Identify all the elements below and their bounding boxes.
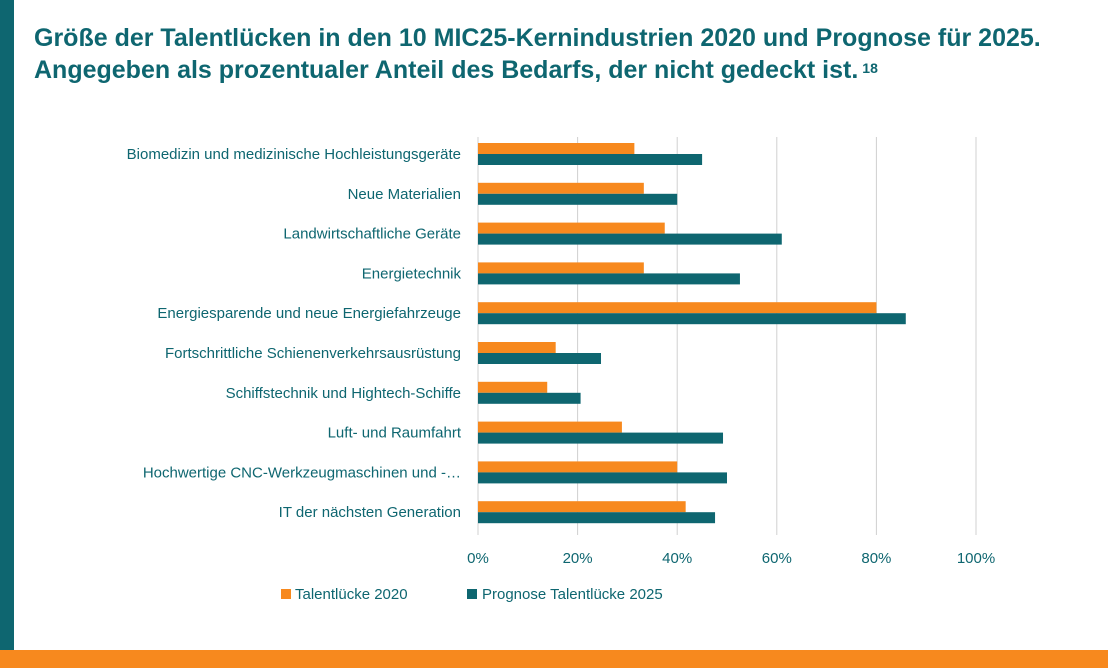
legend-label-0: Talentlücke 2020 (295, 586, 408, 603)
bar-2025-4 (478, 313, 906, 325)
bar-2020-8 (478, 461, 678, 473)
legend-swatch-0 (281, 589, 291, 599)
category-label: Luft- und Raumfahrt (328, 425, 462, 442)
bar-2020-0 (478, 143, 635, 154)
bottom-accent-bar (0, 650, 1108, 668)
category-labels: Biomedizin und medizinische Hochleistung… (127, 146, 462, 521)
category-label: Landwirtschaftliche Geräte (283, 226, 461, 243)
bar-2020-2 (478, 222, 665, 234)
bar-2025-5 (478, 353, 602, 364)
legend-label-1: Prognose Talentlücke 2025 (482, 586, 663, 603)
left-accent-bar (0, 0, 14, 650)
bar-2020-9 (478, 501, 686, 513)
bar-2025-1 (478, 193, 678, 205)
category-label: Biomedizin und medizinische Hochleistung… (127, 146, 461, 163)
category-label: IT der nächsten Generation (279, 504, 461, 521)
bar-2020-4 (478, 302, 877, 314)
chart-title-text: Größe der Talentlücken in den 10 MIC25-K… (34, 24, 1041, 84)
category-label: Neue Materialien (348, 186, 461, 203)
category-label: Energiesparende und neue Energiefahrzeug… (157, 305, 461, 322)
category-label: Schiffstechnik und Hightech-Schiffe (226, 385, 461, 402)
bar-2025-9 (478, 512, 716, 524)
bars (478, 143, 906, 524)
x-axis-ticks: 0% 20% 40% 60% 80% 100% (467, 550, 995, 567)
bar-2025-8 (478, 472, 727, 484)
category-label: Energietechnik (362, 265, 462, 282)
x-tick-label: 100% (957, 550, 995, 567)
bar-2025-3 (478, 273, 740, 285)
x-tick-label: 60% (762, 550, 792, 567)
legend: Talentlücke 2020 Prognose Talentlücke 202… (281, 586, 663, 603)
bar-2025-0 (478, 154, 703, 165)
footnote-marker: 18 (862, 60, 878, 76)
x-tick-label: 80% (861, 550, 891, 567)
legend-swatch-1 (467, 589, 477, 599)
bar-chart: Biomedizin und medizinische Hochleistung… (127, 137, 995, 603)
bar-2025-6 (478, 392, 581, 404)
bar-2020-5 (478, 342, 556, 353)
bar-2020-6 (478, 381, 548, 393)
x-tick-label: 40% (662, 550, 692, 567)
x-tick-label: 0% (467, 550, 489, 567)
bar-2025-7 (478, 432, 724, 444)
bar-2025-2 (478, 233, 782, 245)
chart-title: Größe der Talentlücken in den 10 MIC25-K… (34, 22, 1084, 86)
bar-2020-1 (478, 182, 644, 194)
bar-2020-3 (478, 262, 644, 274)
x-tick-label: 20% (563, 550, 593, 567)
bar-2020-7 (478, 421, 622, 433)
category-label: Fortschrittliche Schienenverkehrsausrüst… (165, 345, 461, 362)
category-label: Hochwertige CNC-Werkzeugmaschinen und -… (143, 464, 461, 481)
